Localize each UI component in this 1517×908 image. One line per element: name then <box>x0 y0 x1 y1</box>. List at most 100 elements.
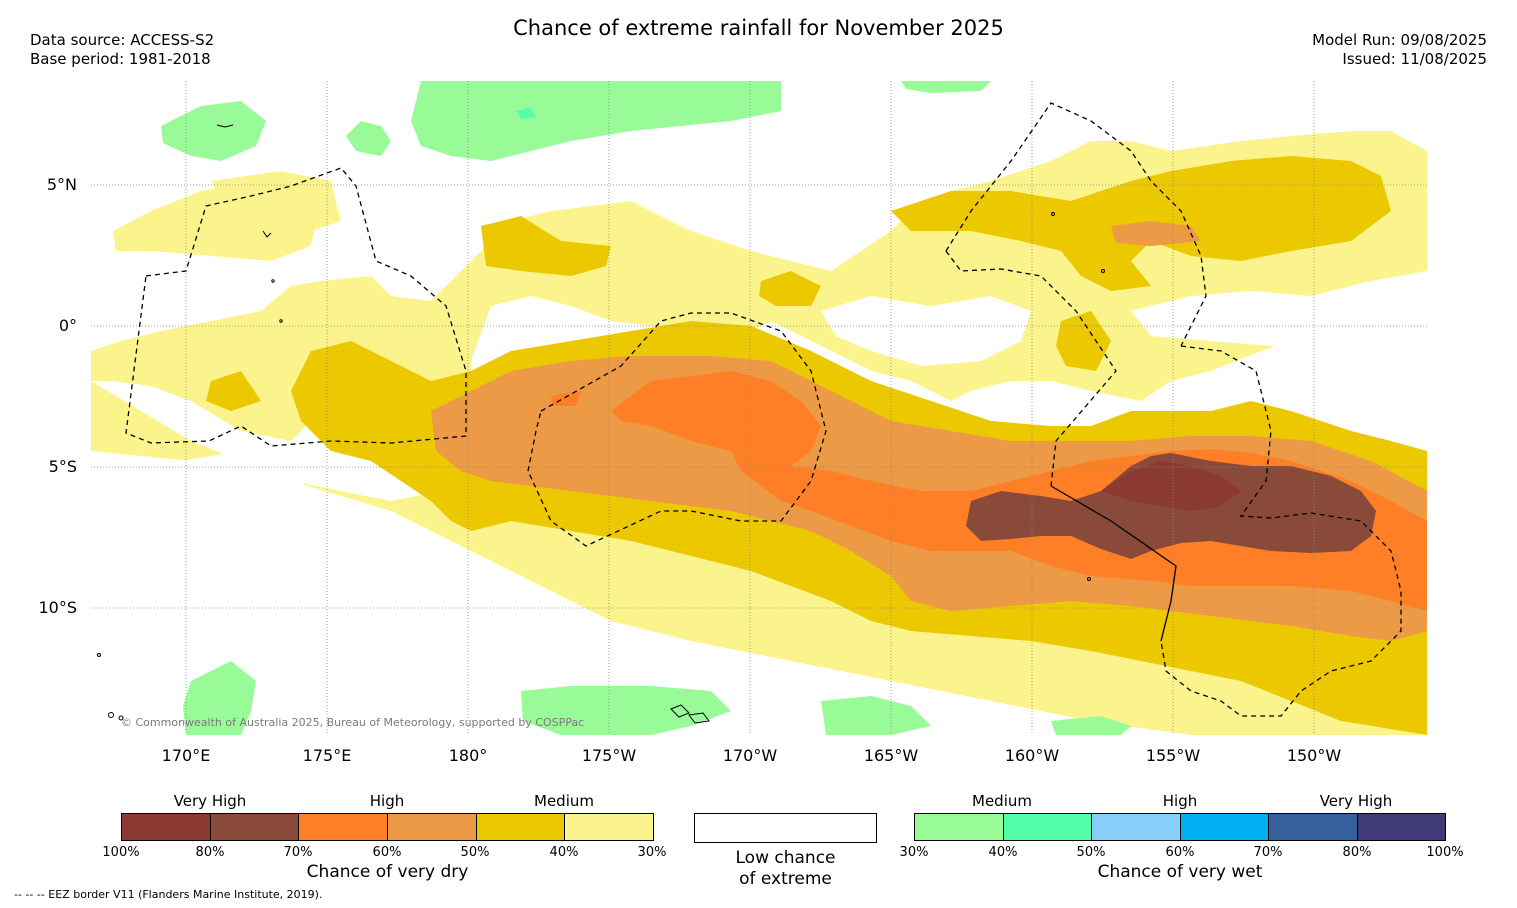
island <box>271 279 275 283</box>
boundary-line <box>1050 485 1177 642</box>
dry-30-region <box>211 171 341 231</box>
island <box>688 712 710 724</box>
wet-tick: 50% <box>1076 845 1106 860</box>
metadata-right: Model Run: 09/08/2025 Issued: 11/08/2025 <box>1312 31 1487 69</box>
boundary-lines <box>1050 485 1177 642</box>
wet-tick: 60% <box>1165 845 1195 860</box>
dry-40-region <box>206 371 261 411</box>
dry-swatch <box>565 814 654 840</box>
lon-label-160w: 160°W <box>1004 746 1060 765</box>
copyright-text: © Commonwealth of Australia 2025, Bureau… <box>121 716 585 729</box>
metadata-left: Data source: ACCESS-S2 Base period: 1981… <box>30 31 214 69</box>
dry-tick: 100% <box>102 845 140 860</box>
wet-swatch <box>1092 814 1181 840</box>
dry-tick: 50% <box>460 845 490 860</box>
islands <box>97 124 1105 724</box>
wet-30-region <box>411 81 781 161</box>
low-chance-region <box>181 451 351 551</box>
eez-borders <box>125 102 1402 717</box>
wet-30-region <box>346 121 391 156</box>
lon-label-150w: 150°W <box>1286 746 1342 765</box>
wet-swatch <box>915 814 1004 840</box>
eez-border <box>125 167 467 447</box>
island <box>279 319 283 323</box>
wet-category-high: High <box>1162 792 1198 810</box>
wet-swatch <box>1180 814 1269 840</box>
dry-tick: 70% <box>283 845 313 860</box>
wet-30-region <box>521 686 731 735</box>
dry-60-region <box>551 391 581 406</box>
data-source-text: Data source: ACCESS-S2 <box>30 31 215 49</box>
dry-40-region <box>759 271 821 306</box>
low-chance-region <box>91 561 251 735</box>
island <box>108 712 114 718</box>
lon-label-180: 180° <box>448 746 488 765</box>
eez-border <box>1160 345 1402 717</box>
dry-50-region <box>1111 221 1201 246</box>
eez-footnote: -- -- -- EEZ border V11 (Flanders Marine… <box>14 888 323 901</box>
low-chance-region <box>1131 271 1427 351</box>
dry-category-high: High <box>369 792 405 810</box>
dry-category-medium: Medium <box>534 792 594 810</box>
wet-tick: 40% <box>988 845 1018 860</box>
dry-60-region <box>611 371 1427 611</box>
wet-colorbar <box>914 813 1446 841</box>
wet-tick: 70% <box>1253 845 1283 860</box>
lat-label-5s: 5°S <box>48 457 77 476</box>
lon-label-170e: 170°E <box>161 746 211 765</box>
dry-legend-title: Chance of very dry <box>306 862 469 882</box>
wet-swatch <box>1003 814 1092 840</box>
lon-label-175e: 175°E <box>302 746 352 765</box>
lat-label-5n: 5°N <box>46 175 77 194</box>
page-title: Chance of extreme rainfall for November … <box>513 16 1004 40</box>
wet-category-very-high: Very High <box>1319 792 1393 810</box>
eez-border <box>945 250 1117 487</box>
wet-tick: 80% <box>1342 845 1372 860</box>
low-chance-region <box>821 296 1031 366</box>
lon-label-170w: 170°W <box>722 746 778 765</box>
rainfall-map <box>91 81 1427 735</box>
wet-30-region <box>901 81 991 93</box>
dry-tick: 60% <box>372 845 402 860</box>
wet-30-region <box>161 101 266 161</box>
dry-tick: 30% <box>637 845 667 860</box>
low-chance-swatch <box>694 813 877 843</box>
dry-80-region <box>1101 461 1241 511</box>
gridlines <box>91 81 1427 735</box>
wet-tick: 100% <box>1426 845 1464 860</box>
wet-30-region <box>1051 716 1131 735</box>
wet-tick: 30% <box>899 845 929 860</box>
lon-label-165w: 165°W <box>863 746 919 765</box>
wet-swatch <box>1357 814 1445 840</box>
dry-colorbar <box>121 813 654 841</box>
low-chance-line1: Low chance <box>735 848 836 868</box>
lon-label-155w: 155°W <box>1145 746 1201 765</box>
wet-30-region <box>821 696 931 735</box>
low-chance-region <box>91 81 431 211</box>
island <box>216 124 234 128</box>
wet-category-medium: Medium <box>972 792 1032 810</box>
model-run-text: Model Run: 09/08/2025 <box>1312 31 1487 49</box>
eez-border <box>945 102 1207 347</box>
dry-swatch <box>476 814 566 840</box>
dry-swatch <box>122 814 211 840</box>
base-period-text: Base period: 1981-2018 <box>30 50 211 68</box>
island <box>1051 212 1055 216</box>
lon-label-175w: 175°W <box>581 746 637 765</box>
low-chance-label: Low chance of extreme <box>694 848 877 890</box>
dry-category-very-high: Very High <box>173 792 247 810</box>
issued-text: Issued: 11/08/2025 <box>1342 50 1487 68</box>
dry-swatch <box>388 814 477 840</box>
lat-label-10s: 10°S <box>38 598 77 617</box>
island <box>262 230 272 238</box>
wet-swatch <box>1269 814 1358 840</box>
low-chance-region <box>781 81 901 121</box>
dry-tick: 40% <box>549 845 579 860</box>
dry-swatch <box>299 814 389 840</box>
dry-swatch <box>210 814 300 840</box>
wet-30-region <box>183 661 256 735</box>
dry-tick: 80% <box>195 845 225 860</box>
island <box>118 715 124 721</box>
island <box>97 653 101 657</box>
dry-40-region <box>481 216 611 276</box>
